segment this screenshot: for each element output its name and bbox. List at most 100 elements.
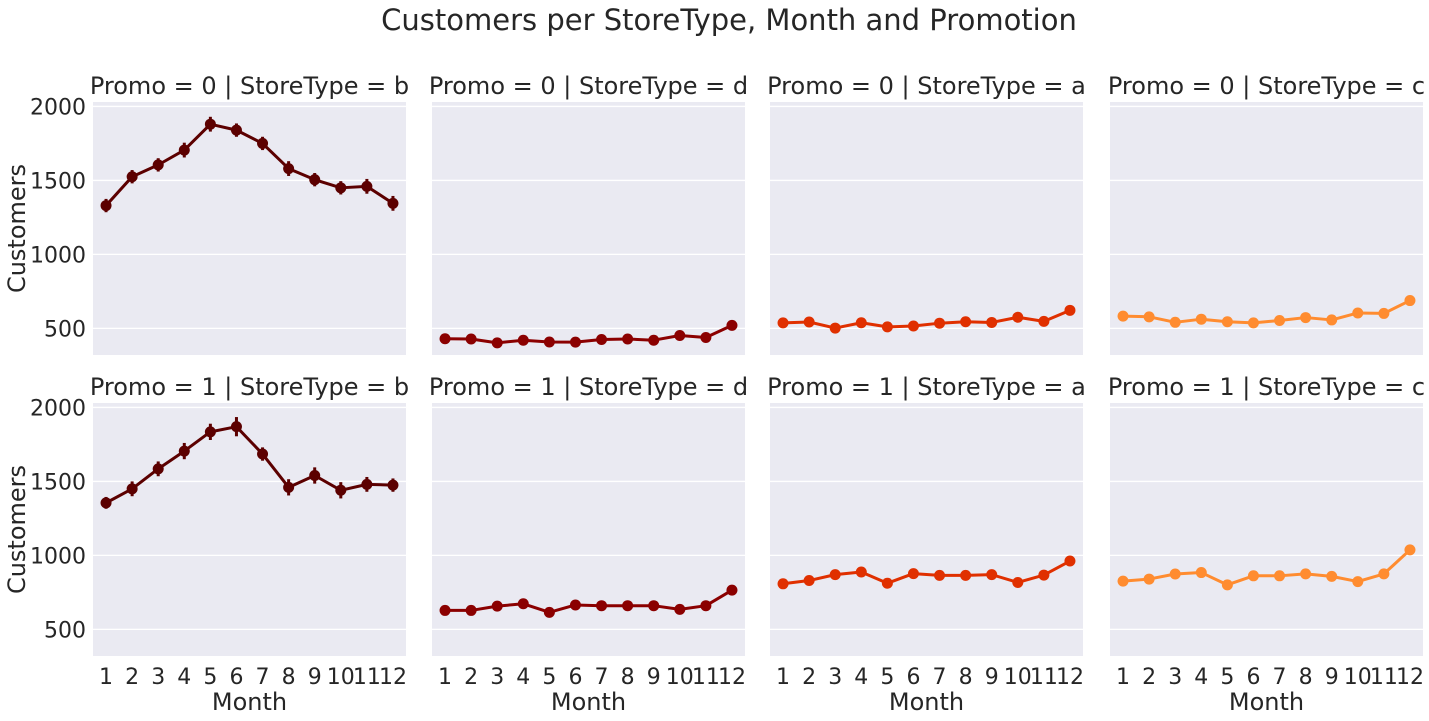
x-tick-label: 9 <box>1325 665 1339 690</box>
y-tick-label: 1000 <box>30 243 86 268</box>
data-point <box>465 333 477 345</box>
data-point <box>1064 304 1076 316</box>
data-point <box>387 479 399 491</box>
data-point <box>283 163 295 175</box>
data-point <box>361 478 373 490</box>
data-point <box>543 336 555 348</box>
x-tick-label: 7 <box>1273 665 1287 690</box>
data-point <box>960 569 972 581</box>
data-point <box>309 469 321 481</box>
x-tick-label: 5 <box>1220 665 1234 690</box>
data-point <box>517 598 529 610</box>
data-point <box>543 606 555 618</box>
data-point <box>829 569 841 581</box>
chart-title: Customers per StoreType, Month and Promo… <box>381 3 1077 37</box>
x-tick-label: 9 <box>308 665 322 690</box>
panel-background <box>770 102 1083 355</box>
data-point <box>1326 314 1338 326</box>
x-tick-label: 7 <box>933 665 947 690</box>
x-tick-label: 2 <box>802 665 816 690</box>
x-tick-label: 5 <box>542 665 556 690</box>
data-point <box>986 569 998 581</box>
x-tick-label: 12 <box>379 665 407 690</box>
data-point <box>491 600 503 612</box>
panel-1-3: Promo = 0 | StoreType = a <box>767 72 1086 355</box>
x-tick-label: 4 <box>854 665 868 690</box>
panel-background <box>770 403 1083 656</box>
x-axis-label: Month <box>1229 688 1304 716</box>
data-point <box>881 321 893 333</box>
x-tick-label: 2 <box>125 665 139 690</box>
data-point <box>465 604 477 616</box>
x-axis-label: Month <box>551 688 626 716</box>
x-tick-label: 9 <box>985 665 999 690</box>
data-point <box>152 463 164 475</box>
data-point <box>803 575 815 587</box>
x-tick-label: 4 <box>1194 665 1208 690</box>
x-tick-label: 7 <box>256 665 270 690</box>
x-tick-label: 10 <box>1004 665 1032 690</box>
data-point <box>1038 569 1050 581</box>
x-tick-label: 10 <box>327 665 355 690</box>
panel-title: Promo = 0 | StoreType = d <box>429 72 748 100</box>
data-point <box>152 159 164 171</box>
y-tick-label: 2000 <box>30 396 86 421</box>
data-point <box>1247 317 1259 329</box>
panel-background <box>1110 403 1423 656</box>
panel-background <box>432 403 745 656</box>
x-tick-label: 9 <box>647 665 661 690</box>
data-point <box>596 333 608 345</box>
data-point <box>1404 544 1416 556</box>
data-point <box>934 569 946 581</box>
x-tick-label: 4 <box>516 665 530 690</box>
panel-background <box>93 102 406 355</box>
data-point <box>257 137 269 149</box>
panel-title: Promo = 0 | StoreType = a <box>767 72 1086 100</box>
x-tick-label: 6 <box>568 665 582 690</box>
x-tick-label: 8 <box>621 665 635 690</box>
data-point <box>622 333 634 345</box>
data-point <box>126 171 138 183</box>
x-tick-label: 1 <box>99 665 113 690</box>
data-point <box>387 197 399 209</box>
x-tick-label: 8 <box>282 665 296 690</box>
panel-title: Promo = 1 | StoreType = a <box>767 373 1086 401</box>
data-point <box>1195 567 1207 579</box>
data-point <box>829 322 841 334</box>
data-point <box>1038 315 1050 327</box>
data-point <box>204 118 216 130</box>
data-point <box>674 329 686 341</box>
x-tick-label: 6 <box>229 665 243 690</box>
data-point <box>1143 573 1155 585</box>
x-tick-label: 10 <box>666 665 694 690</box>
data-point <box>569 599 581 611</box>
data-point <box>777 578 789 590</box>
y-tick-label: 1500 <box>30 470 86 495</box>
x-axis-label: Month <box>889 688 964 716</box>
data-point <box>1169 316 1181 328</box>
data-point <box>1378 568 1390 580</box>
x-tick-label: 8 <box>959 665 973 690</box>
panel-title: Promo = 0 | StoreType = b <box>90 72 409 100</box>
x-tick-label: 3 <box>151 665 165 690</box>
panels: Promo = 0 | StoreType = b500100015002000… <box>3 72 1425 716</box>
data-point <box>1221 579 1233 591</box>
x-tick-label: 4 <box>177 665 191 690</box>
data-point <box>491 337 503 349</box>
data-point <box>1326 570 1338 582</box>
data-point <box>855 317 867 329</box>
panel-background <box>93 403 406 656</box>
data-point <box>335 182 347 194</box>
data-point <box>569 336 581 348</box>
data-point <box>1117 575 1129 587</box>
x-tick-label: 2 <box>1142 665 1156 690</box>
data-point <box>178 445 190 457</box>
x-tick-label: 6 <box>1246 665 1260 690</box>
panel-2-1: Promo = 1 | StoreType = b 500 1000 1500 2000… <box>3 373 409 716</box>
data-point <box>230 124 242 136</box>
data-point <box>1300 568 1312 580</box>
y-tick-label: 2000 <box>30 95 86 120</box>
data-point <box>1352 307 1364 319</box>
panel-background <box>432 102 745 355</box>
x-tick-label: 10 <box>1344 665 1372 690</box>
